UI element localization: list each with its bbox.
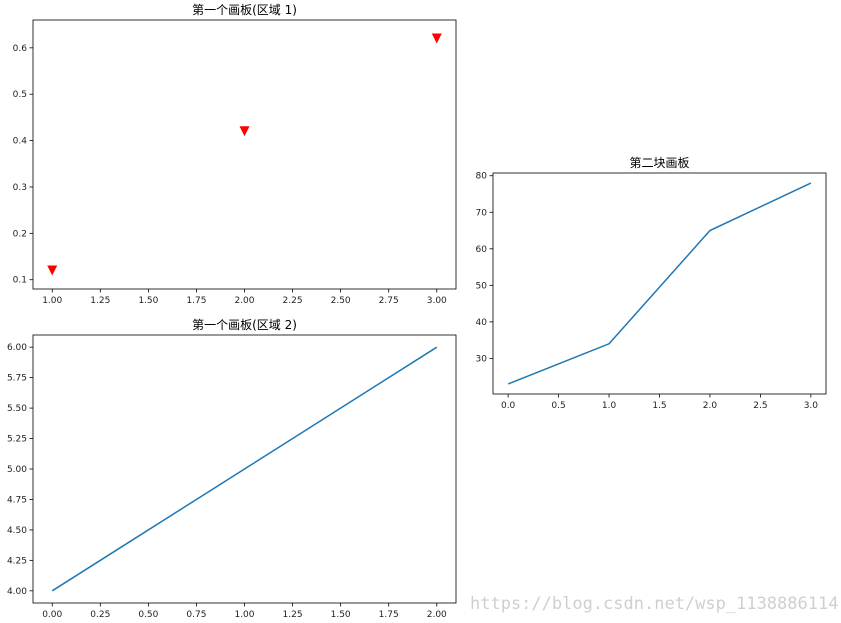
watermark-text: https://blog.csdn.net/wsp_1138886114 [470, 594, 838, 614]
y-tick-label: 0.4 [13, 137, 28, 147]
y-tick-label: 5.75 [7, 374, 27, 384]
x-tick-label: 0.0 [501, 401, 516, 411]
x-tick-label: 1.00 [42, 296, 62, 306]
scatter-point [431, 33, 442, 44]
y-tick-label: 30 [476, 354, 488, 364]
scatter-point [47, 265, 58, 276]
y-tick-label: 0.6 [13, 44, 28, 54]
x-tick-label: 2.5 [753, 401, 767, 411]
x-tick-label: 3.00 [427, 296, 447, 306]
y-tick-label: 0.2 [13, 229, 27, 239]
y-tick-label: 5.00 [7, 465, 27, 475]
x-tick-label: 1.75 [186, 296, 206, 306]
x-tick-label: 1.0 [602, 401, 617, 411]
series-line [51, 346, 438, 592]
x-tick-label: 1.25 [283, 610, 303, 620]
x-tick-label: 0.5 [551, 401, 565, 411]
chart-title: 第一个画板(区域 2) [192, 318, 297, 332]
chart-title: 第二块画板 [629, 156, 689, 170]
y-tick-label: 6.00 [7, 343, 27, 353]
x-tick-label: 0.25 [90, 610, 110, 620]
y-tick-label: 4.50 [7, 526, 27, 536]
x-tick-label: 1.5 [652, 401, 666, 411]
y-tick-label: 5.25 [7, 435, 27, 445]
x-tick-label: 1.50 [331, 610, 351, 620]
x-tick-label: 2.0 [703, 401, 718, 411]
y-tick-label: 60 [476, 245, 488, 255]
scatter-point [239, 126, 250, 137]
x-tick-label: 3.0 [804, 401, 819, 411]
x-tick-label: 2.00 [234, 296, 254, 306]
x-tick-label: 1.75 [379, 610, 399, 620]
y-tick-label: 4.75 [7, 495, 27, 505]
chart-3: 第二块画板 0.0 0.5 1.0 1.5 2.0 2.5 3.0 30 40 50 60 70 80 [476, 156, 827, 411]
y-tick-label: 70 [476, 208, 488, 218]
x-tick-label: 1.00 [234, 610, 254, 620]
x-tick-label: 1.50 [138, 296, 158, 306]
y-tick-label: 4.00 [7, 587, 27, 597]
y-tick-label: 50 [476, 281, 488, 291]
axes-frame [492, 172, 827, 395]
x-tick-label: 2.00 [427, 610, 447, 620]
y-tick-label: 5.50 [7, 404, 27, 414]
x-tick-label: 2.75 [379, 296, 399, 306]
chart-2: 第一个画板(区域 2) 0.00 0.25 0.50 0.75 1.00 1.25 1.50 1… [7, 318, 457, 620]
series-line [507, 182, 812, 385]
chart-1: 第一个画板(区域 1) 1.00 1.25 1.50 1.75 2.00 2.25 2.50 2… [13, 3, 457, 306]
y-tick-label: 0.1 [13, 276, 27, 286]
y-tick-label: 0.5 [13, 90, 27, 100]
axes-frame [32, 19, 457, 290]
x-tick-label: 0.75 [186, 610, 206, 620]
x-tick-label: 2.25 [283, 296, 303, 306]
x-tick-label: 0.50 [138, 610, 158, 620]
chart-title: 第一个画板(区域 1) [192, 3, 297, 17]
y-tick-label: 80 [476, 172, 488, 182]
x-tick-label: 0.00 [42, 610, 62, 620]
y-tick-label: 4.25 [7, 556, 27, 566]
y-tick-label: 40 [476, 318, 488, 328]
x-tick-label: 1.25 [90, 296, 110, 306]
y-tick-label: 0.3 [13, 183, 27, 193]
x-tick-label: 2.50 [331, 296, 351, 306]
